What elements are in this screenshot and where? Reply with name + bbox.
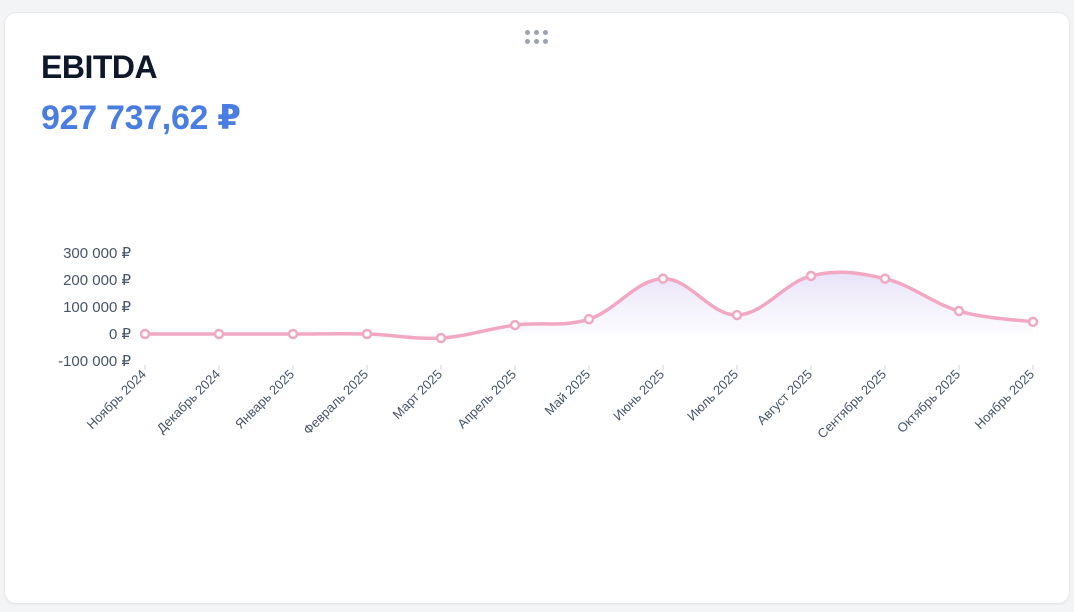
series-points <box>139 270 1039 344</box>
x-tick-label: Март 2025 <box>390 367 446 423</box>
widget-total-value: 927 737,62 ₽ <box>41 99 241 137</box>
data-point[interactable] <box>657 273 669 284</box>
y-tick-label: 300 000 ₽ <box>63 245 131 262</box>
data-point[interactable] <box>805 270 817 282</box>
y-tick-label: 0 ₽ <box>109 326 132 343</box>
y-tick-label: 100 000 ₽ <box>63 299 131 316</box>
ebitda-line-chart: -100 000 ₽ 0 ₽ 100 000 ₽ 200 000 ₽ 300 000 ₽… <box>58 245 1039 442</box>
data-point[interactable] <box>1027 316 1039 328</box>
y-tick-label: -100 000 ₽ <box>58 353 131 370</box>
data-point[interactable] <box>139 328 151 340</box>
x-tick-label: Май 2025 <box>542 367 594 419</box>
y-tick-label: 200 000 ₽ <box>63 272 131 289</box>
widget-title: EBITDA <box>41 49 158 85</box>
x-tick-label: Июль 2025 <box>684 367 741 424</box>
data-point[interactable] <box>435 332 447 344</box>
x-tick-label: Сентябрь 2025 <box>814 367 889 442</box>
data-point[interactable] <box>953 305 965 317</box>
x-axis: Ноябрь 2024 Декабрь 2024 Январь 2025 Феврал… <box>84 365 1038 442</box>
data-point[interactable] <box>213 328 225 340</box>
x-tick-label: Ноябрь 2025 <box>972 367 1038 433</box>
x-tick-label: Декабрь 2024 <box>154 367 223 436</box>
data-point[interactable] <box>287 328 299 340</box>
data-point[interactable] <box>583 313 595 325</box>
data-point[interactable] <box>361 328 373 340</box>
data-point[interactable] <box>731 309 743 321</box>
drag-handle-icon[interactable] <box>525 30 553 44</box>
data-point[interactable] <box>509 319 521 331</box>
x-tick-label: Ноябрь 2024 <box>84 367 150 433</box>
x-tick-label: Январь 2025 <box>232 367 297 432</box>
data-point[interactable] <box>879 273 891 284</box>
x-tick-label: Февраль 2025 <box>300 367 371 438</box>
x-tick-label: Август 2025 <box>754 367 815 428</box>
y-axis: -100 000 ₽ 0 ₽ 100 000 ₽ 200 000 ₽ 300 000 ₽ <box>58 245 131 370</box>
x-tick-label: Апрель 2025 <box>454 367 519 432</box>
ebitda-widget-card: EBITDA 927 737,62 ₽ -100 000 ₽ 0 ₽ 100 000… <box>4 12 1070 604</box>
x-tick-label: Октябрь 2025 <box>894 367 963 436</box>
series-area-fill <box>145 272 1033 339</box>
x-tick-label: Июнь 2025 <box>610 367 667 424</box>
